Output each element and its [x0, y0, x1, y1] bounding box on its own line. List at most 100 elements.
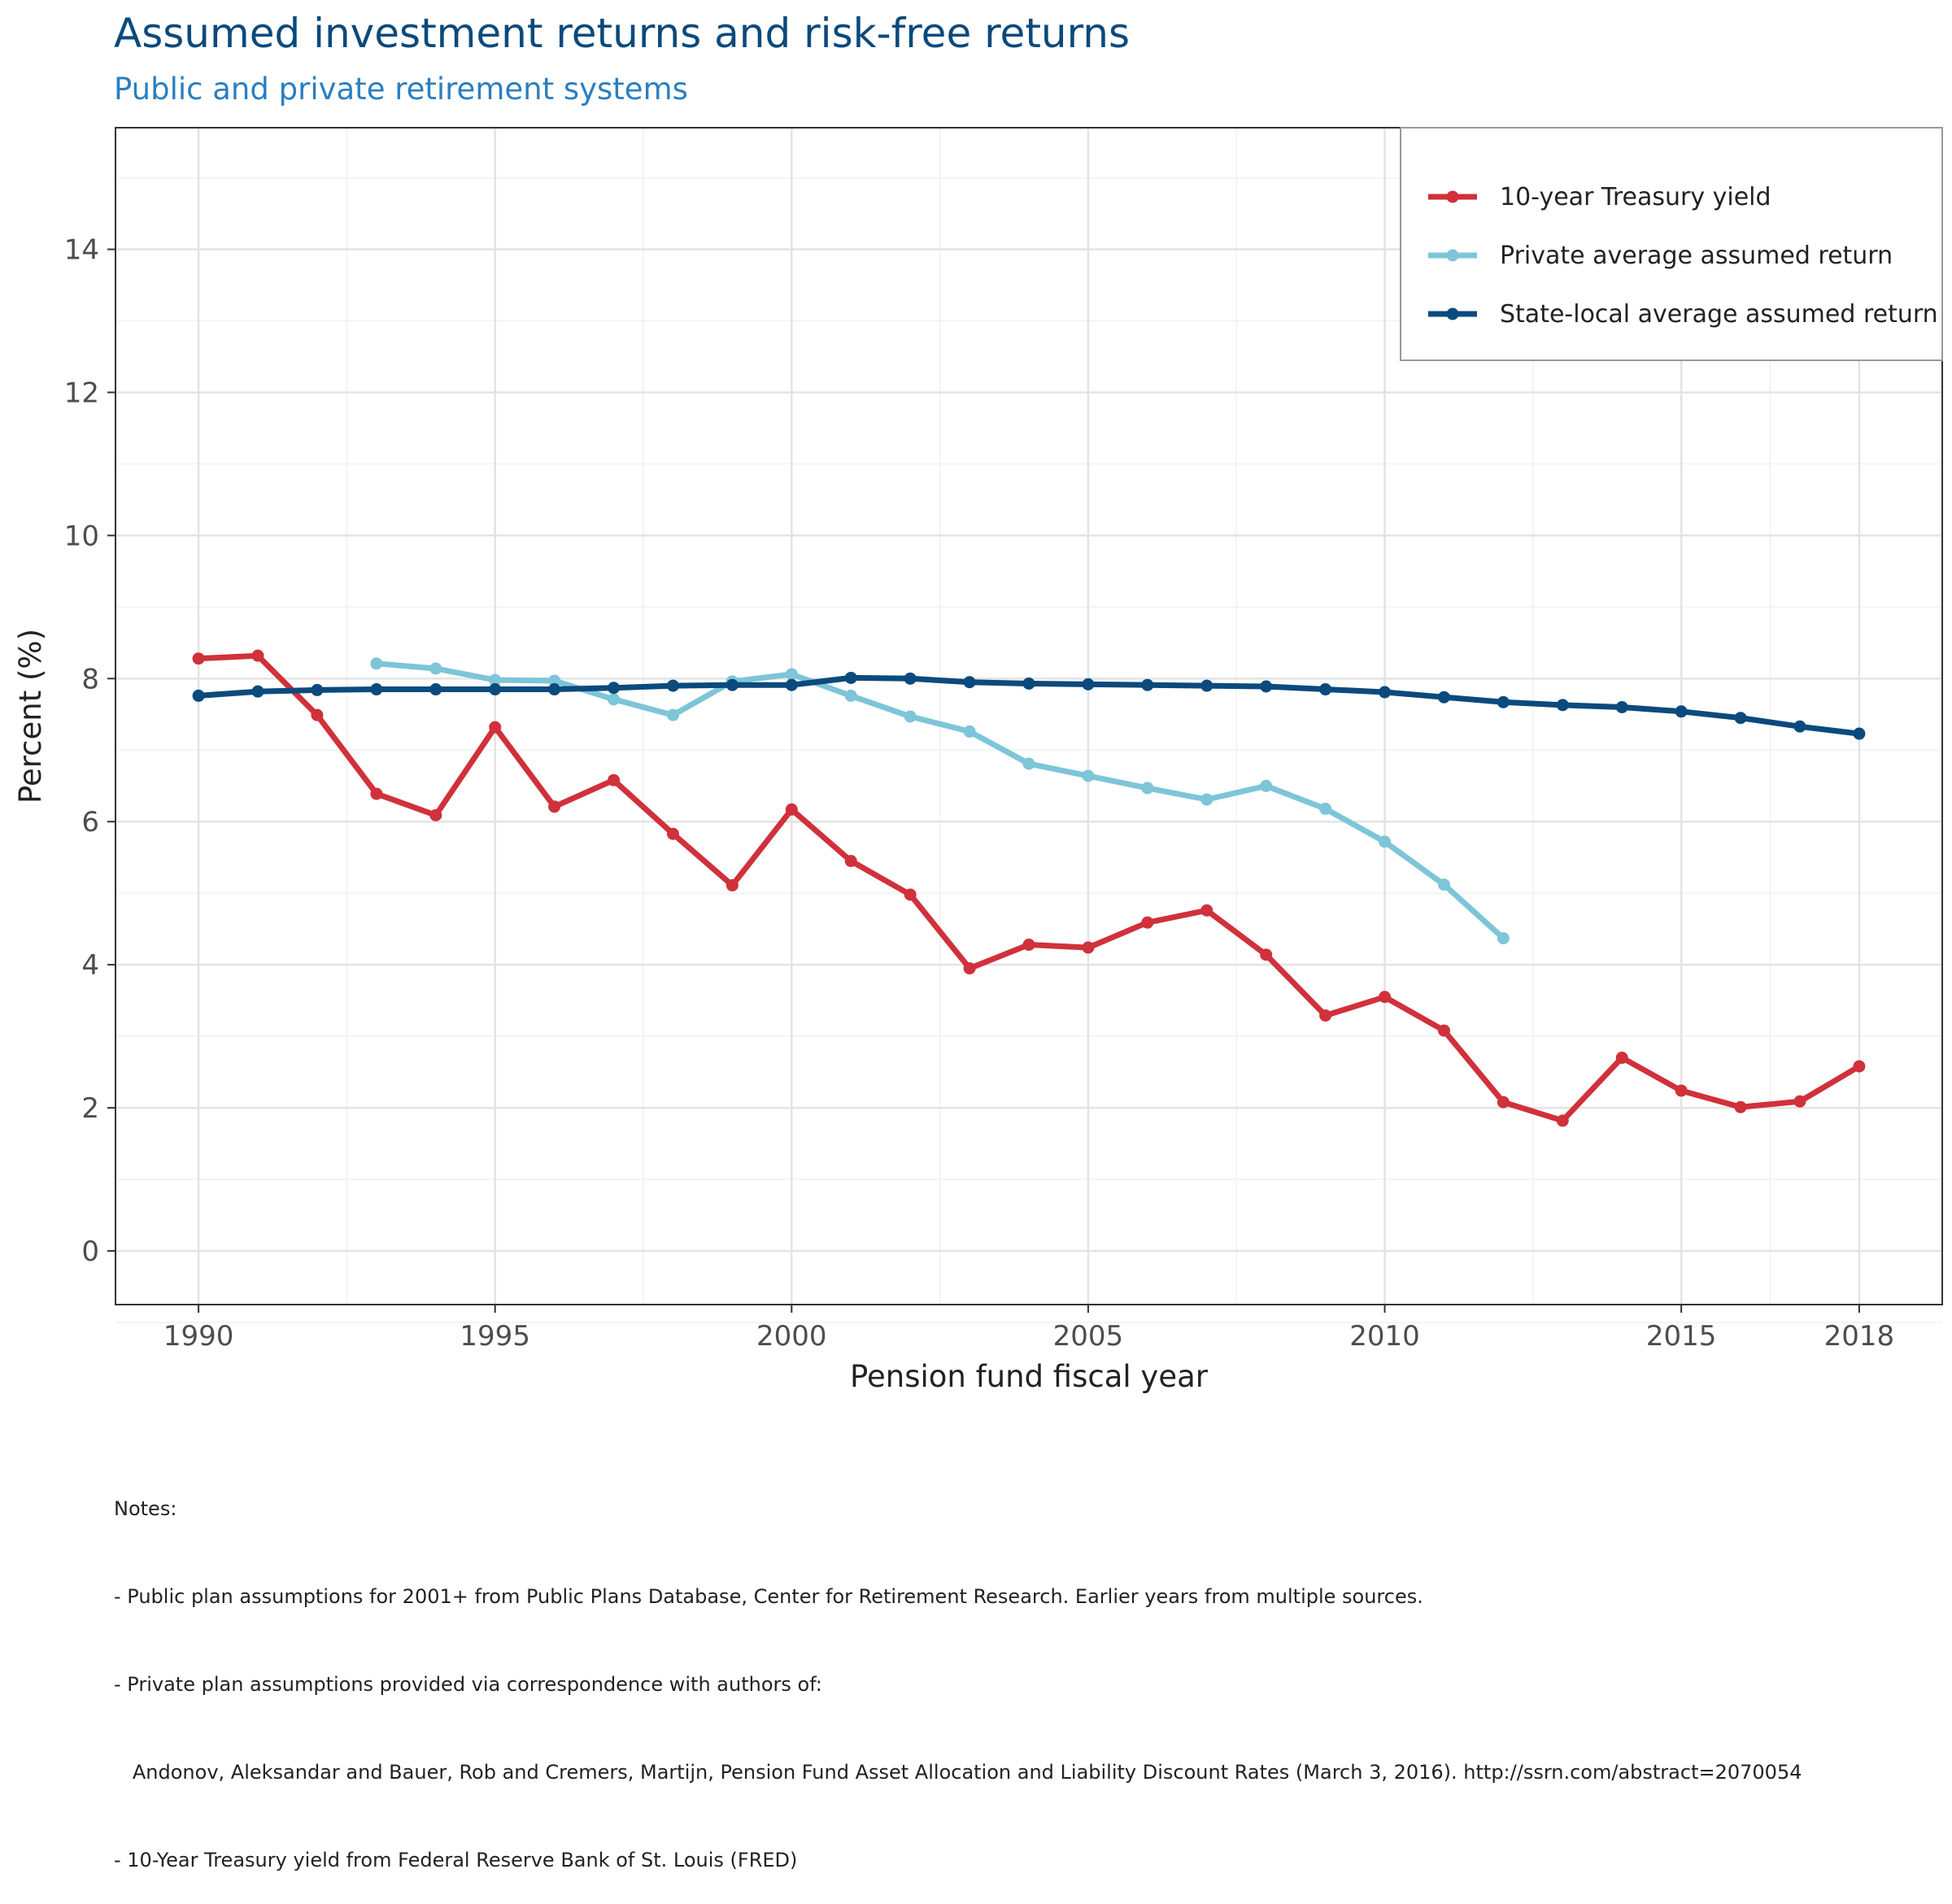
data-point	[370, 657, 383, 670]
data-point	[1260, 779, 1273, 792]
notes-line: - Private plan assumptions provided via …	[114, 1673, 822, 1696]
data-point	[1615, 1052, 1628, 1065]
data-point	[1675, 705, 1688, 718]
data-point	[904, 710, 917, 723]
y-tick-label: 10	[64, 520, 99, 552]
data-point	[1437, 691, 1450, 704]
x-tick-label: 2018	[1824, 1320, 1895, 1353]
data-point	[1497, 1096, 1510, 1109]
x-tick-label: 2005	[1053, 1320, 1124, 1353]
data-point	[1556, 699, 1569, 712]
x-tick-label: 2010	[1349, 1320, 1420, 1353]
data-point	[725, 678, 739, 691]
data-point	[1141, 782, 1154, 795]
data-point	[608, 693, 621, 706]
data-point	[548, 683, 561, 696]
data-point	[844, 671, 857, 684]
data-point	[311, 708, 324, 721]
data-point	[429, 662, 442, 675]
data-point	[1734, 712, 1747, 725]
data-point	[489, 683, 502, 696]
notes-line: Andonov, Aleksandar and Bauer, Rob and C…	[114, 1761, 1802, 1784]
data-point	[1675, 1084, 1688, 1097]
data-point	[1141, 916, 1154, 929]
data-point	[489, 673, 502, 686]
y-tick-label: 4	[81, 949, 99, 982]
data-point	[904, 888, 917, 901]
line-chart: 0 2 4 6 8 10 12 14 1990 1995 2000 2005 2010 2015 2018 P…	[13, 127, 1943, 1394]
data-point	[1082, 769, 1095, 782]
legend-key-point	[1446, 249, 1459, 262]
data-point	[844, 689, 857, 702]
y-tick-label: 8	[81, 663, 99, 695]
notes-heading: Notes:	[114, 1497, 177, 1520]
data-point	[370, 787, 383, 800]
data-point	[1497, 695, 1510, 708]
data-point	[1082, 678, 1095, 691]
data-point	[963, 725, 976, 738]
legend-box	[1400, 127, 1943, 361]
data-point	[251, 685, 264, 698]
data-point	[1022, 939, 1035, 952]
data-point	[904, 672, 917, 685]
x-axis-label: Pension fund fiscal year	[850, 1359, 1209, 1394]
x-tick-label: 2000	[756, 1320, 827, 1353]
y-tick-label: 6	[81, 806, 99, 839]
data-point	[1022, 757, 1035, 770]
data-point	[608, 682, 621, 695]
data-point	[1793, 720, 1806, 733]
x-tick-label: 1990	[163, 1320, 234, 1353]
data-point	[666, 827, 679, 840]
data-point	[1260, 948, 1273, 961]
data-point	[1497, 932, 1510, 945]
data-point	[666, 679, 679, 692]
data-point	[1379, 686, 1392, 699]
data-point	[608, 773, 621, 786]
data-point	[1734, 1100, 1747, 1113]
data-point	[1853, 1060, 1866, 1073]
legend-label: State-local average assumed return	[1500, 300, 1938, 329]
plot-border	[115, 127, 1943, 1305]
data-point	[1200, 904, 1213, 917]
data-point	[666, 708, 679, 721]
y-axis-label: Percent (%)	[13, 629, 48, 804]
legend-key-point	[1446, 307, 1459, 320]
legend-label: Private average assumed return	[1500, 242, 1893, 270]
x-tick-label: 2015	[1646, 1320, 1717, 1353]
data-point	[785, 803, 798, 816]
data-point	[548, 674, 561, 687]
data-point	[1437, 1024, 1450, 1037]
data-point	[1556, 1114, 1569, 1127]
data-point	[963, 676, 976, 689]
chart-subtitle: Public and private retirement systems	[114, 72, 688, 107]
legend-key-point	[1446, 190, 1459, 203]
series-line	[373, 660, 1506, 942]
data-point	[429, 683, 442, 696]
y-tick-label: 12	[64, 377, 99, 409]
data-point	[1082, 941, 1095, 954]
chart-title: Assumed investment returns and risk-free…	[114, 10, 1131, 57]
notes: Notes: - Public plan assumptions for 200…	[114, 1436, 1802, 1904]
data-point	[1437, 878, 1450, 891]
data-point	[548, 800, 561, 813]
data-point	[1615, 701, 1628, 714]
data-point	[785, 668, 798, 681]
data-point	[785, 678, 798, 691]
data-point	[1260, 680, 1273, 693]
data-point	[1022, 677, 1035, 690]
data-point	[1853, 727, 1866, 740]
data-point	[311, 683, 324, 696]
data-point	[1319, 802, 1332, 815]
data-point	[963, 962, 976, 975]
y-tick-label: 2	[81, 1092, 99, 1125]
data-point	[1141, 678, 1154, 691]
data-point	[844, 855, 857, 868]
data-point	[1319, 1009, 1332, 1022]
data-point	[251, 649, 264, 662]
y-tick-label: 0	[81, 1235, 99, 1268]
y-tick-label: 14	[64, 234, 99, 267]
notes-line: - 10-Year Treasury yield from Federal Re…	[114, 1849, 798, 1871]
data-point	[1793, 1095, 1806, 1108]
data-point	[1200, 793, 1213, 806]
x-tick-label: 1995	[460, 1320, 530, 1353]
